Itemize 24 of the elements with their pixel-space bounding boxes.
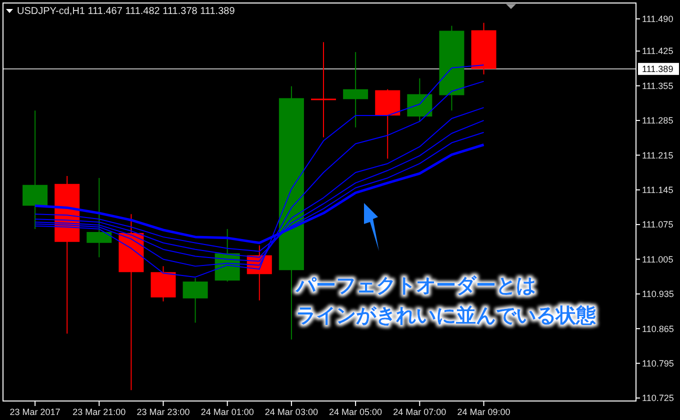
x-tick-label: 24 Mar 01:00 <box>200 407 254 417</box>
y-tick-label: 111.285 <box>642 116 674 126</box>
y-tick-label: 110.865 <box>642 324 674 334</box>
y-tick-label: 110.795 <box>642 358 674 368</box>
x-tick-label: 24 Mar 09:00 <box>457 407 510 417</box>
x-tick-label: 23 Mar 2017 <box>10 407 60 417</box>
x-tick-label: 24 Mar 07:00 <box>393 407 446 417</box>
annotation: ラインがきれいに並んでいる状態 <box>296 304 597 327</box>
x-tick-label: 23 Mar 21:00 <box>72 407 126 417</box>
y-tick-label: 111.425 <box>642 46 674 56</box>
annotation: パーフェクトオーダーとは <box>295 275 536 297</box>
y-tick-label: 111.215 <box>642 150 674 160</box>
x-tick-label: 23 Mar 23:00 <box>136 407 190 417</box>
y-tick-label: 110.725 <box>642 393 674 404</box>
y-tick-label: 111.075 <box>642 220 674 230</box>
y-tick-label: 111.355 <box>642 80 674 91</box>
y-tick-label: 111.490 <box>642 14 674 24</box>
chart-title: USDJPY-cd,H1 111.467 111.482 111.378 111.389 <box>17 6 236 17</box>
ref-line-label: 111.389 <box>642 64 674 74</box>
x-tick-label: 24 Mar 05:00 <box>329 407 382 417</box>
y-tick-label: 110.935 <box>642 289 674 300</box>
x-tick-label: 24 Mar 03:00 <box>264 407 318 417</box>
y-tick-label: 111.145 <box>642 185 674 196</box>
y-tick-label: 111.005 <box>642 254 674 264</box>
